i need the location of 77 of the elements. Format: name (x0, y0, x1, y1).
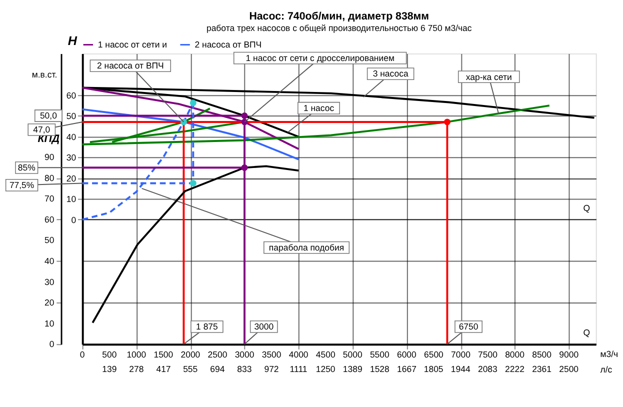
y2-tick-label: 50 (44, 235, 54, 246)
y-tick-label: 40 (66, 132, 76, 142)
x-tick-label: 2000 (180, 350, 200, 360)
data-label: 85% (18, 162, 36, 173)
x2-axis-title: л/с (600, 364, 613, 375)
x2-tick-label: 1944 (450, 364, 470, 374)
x2-tick-label: 278 (129, 364, 144, 374)
x2-tick-label: 2361 (532, 364, 552, 374)
x2-tick-label: 694 (210, 364, 225, 374)
x-tick-label: 1000 (126, 350, 146, 360)
legend-label: 1 насос от сети и (98, 40, 168, 50)
annotation: 3000 (254, 322, 274, 332)
annotation: парабола подобия (268, 242, 344, 252)
y2-tick-label: 10 (44, 318, 54, 328)
y-tick-label: 0 (71, 214, 76, 225)
data-label: 77,5% (9, 180, 34, 190)
chart-title: Насос: 740об/мин, диаметр 838мм (249, 10, 430, 23)
x2-tick-label: 1805 (424, 364, 444, 374)
x2-tick-label: 555 (183, 364, 198, 374)
x-tick-label: 4000 (288, 350, 308, 360)
annotation: 2 насоса от ВПЧ (96, 60, 164, 71)
x-tick-label: 4500 (316, 350, 336, 360)
x-tick-label: 500 (102, 350, 117, 360)
x2-tick-label: 2083 (478, 364, 498, 374)
y-tick-label: 30 (66, 152, 76, 163)
annotation: 1 насос (303, 103, 335, 114)
y2-tick-label: 0 (49, 339, 54, 350)
x-tick-label: 6000 (396, 350, 417, 360)
y2-tick-label: 20 (44, 298, 54, 308)
y2-tick-label: 90 (44, 152, 54, 162)
annotation: 6750 (458, 322, 478, 332)
y-tick-label: 10 (66, 194, 76, 204)
x2-tick-label: 1528 (370, 364, 390, 374)
legend-label: 2 насоса от ВПЧ (194, 40, 262, 50)
x-tick-label: 7000 (451, 350, 471, 360)
x-tick-label: 3500 (262, 350, 282, 360)
y2-tick-label: 60 (44, 214, 54, 224)
x-tick-label: 8000 (505, 350, 525, 360)
x-tick-label: 6500 (424, 350, 444, 360)
x2-tick-label: 417 (156, 364, 171, 374)
x-tick-label: 3000 (234, 350, 254, 360)
x2-tick-label: 139 (102, 364, 117, 374)
annotation: Q (583, 327, 590, 338)
x-tick-label: 0 (80, 350, 85, 360)
x2-tick-label: 1250 (316, 364, 336, 374)
x-tick-label: 1500 (154, 350, 174, 360)
annotation: 3 насоса (372, 68, 408, 79)
y-tick-label: 20 (66, 173, 76, 184)
data-label: 50,0 (40, 110, 58, 121)
annotation: 1 насос от сети с дросселированием (246, 52, 394, 63)
y2-tick-label: 80 (44, 172, 54, 183)
y2-tick-label: 40 (44, 256, 54, 266)
x2-tick-label: 972 (264, 364, 279, 374)
chart-subtitle: работа трех насосов с общей производительностью 6 750 м3/час (206, 23, 472, 34)
x-tick-label: 2500 (208, 350, 228, 360)
y-tick-label: 50 (66, 111, 76, 122)
data-label: 47,0 (33, 124, 50, 135)
text: м.в.ст. (32, 70, 58, 80)
x-tick-label: 9000 (559, 350, 579, 360)
y-axis-title: H (68, 34, 78, 48)
x2-tick-label: 2500 (559, 364, 579, 374)
x2-tick-label: 833 (237, 364, 252, 374)
y-tick-label: 60 (66, 90, 76, 100)
annotation: 1 875 (196, 322, 218, 332)
x2-tick-label: 1667 (397, 364, 417, 374)
y2-tick-label: 70 (44, 194, 54, 204)
x-axis-title: м3/ч (600, 349, 618, 360)
x-tick-label: 8500 (532, 350, 552, 360)
x-tick-label: 5000 (342, 350, 362, 360)
x2-tick-label: 1111 (290, 364, 308, 374)
x2-tick-label: 1389 (342, 364, 362, 374)
x-tick-label: 5500 (370, 350, 390, 360)
x-tick-label: 7500 (478, 350, 498, 360)
annotation: Q (583, 202, 590, 213)
annotation: хар-ка сети (466, 72, 512, 82)
x2-tick-label: 2222 (505, 364, 525, 374)
y2-tick-label: 30 (44, 276, 54, 287)
